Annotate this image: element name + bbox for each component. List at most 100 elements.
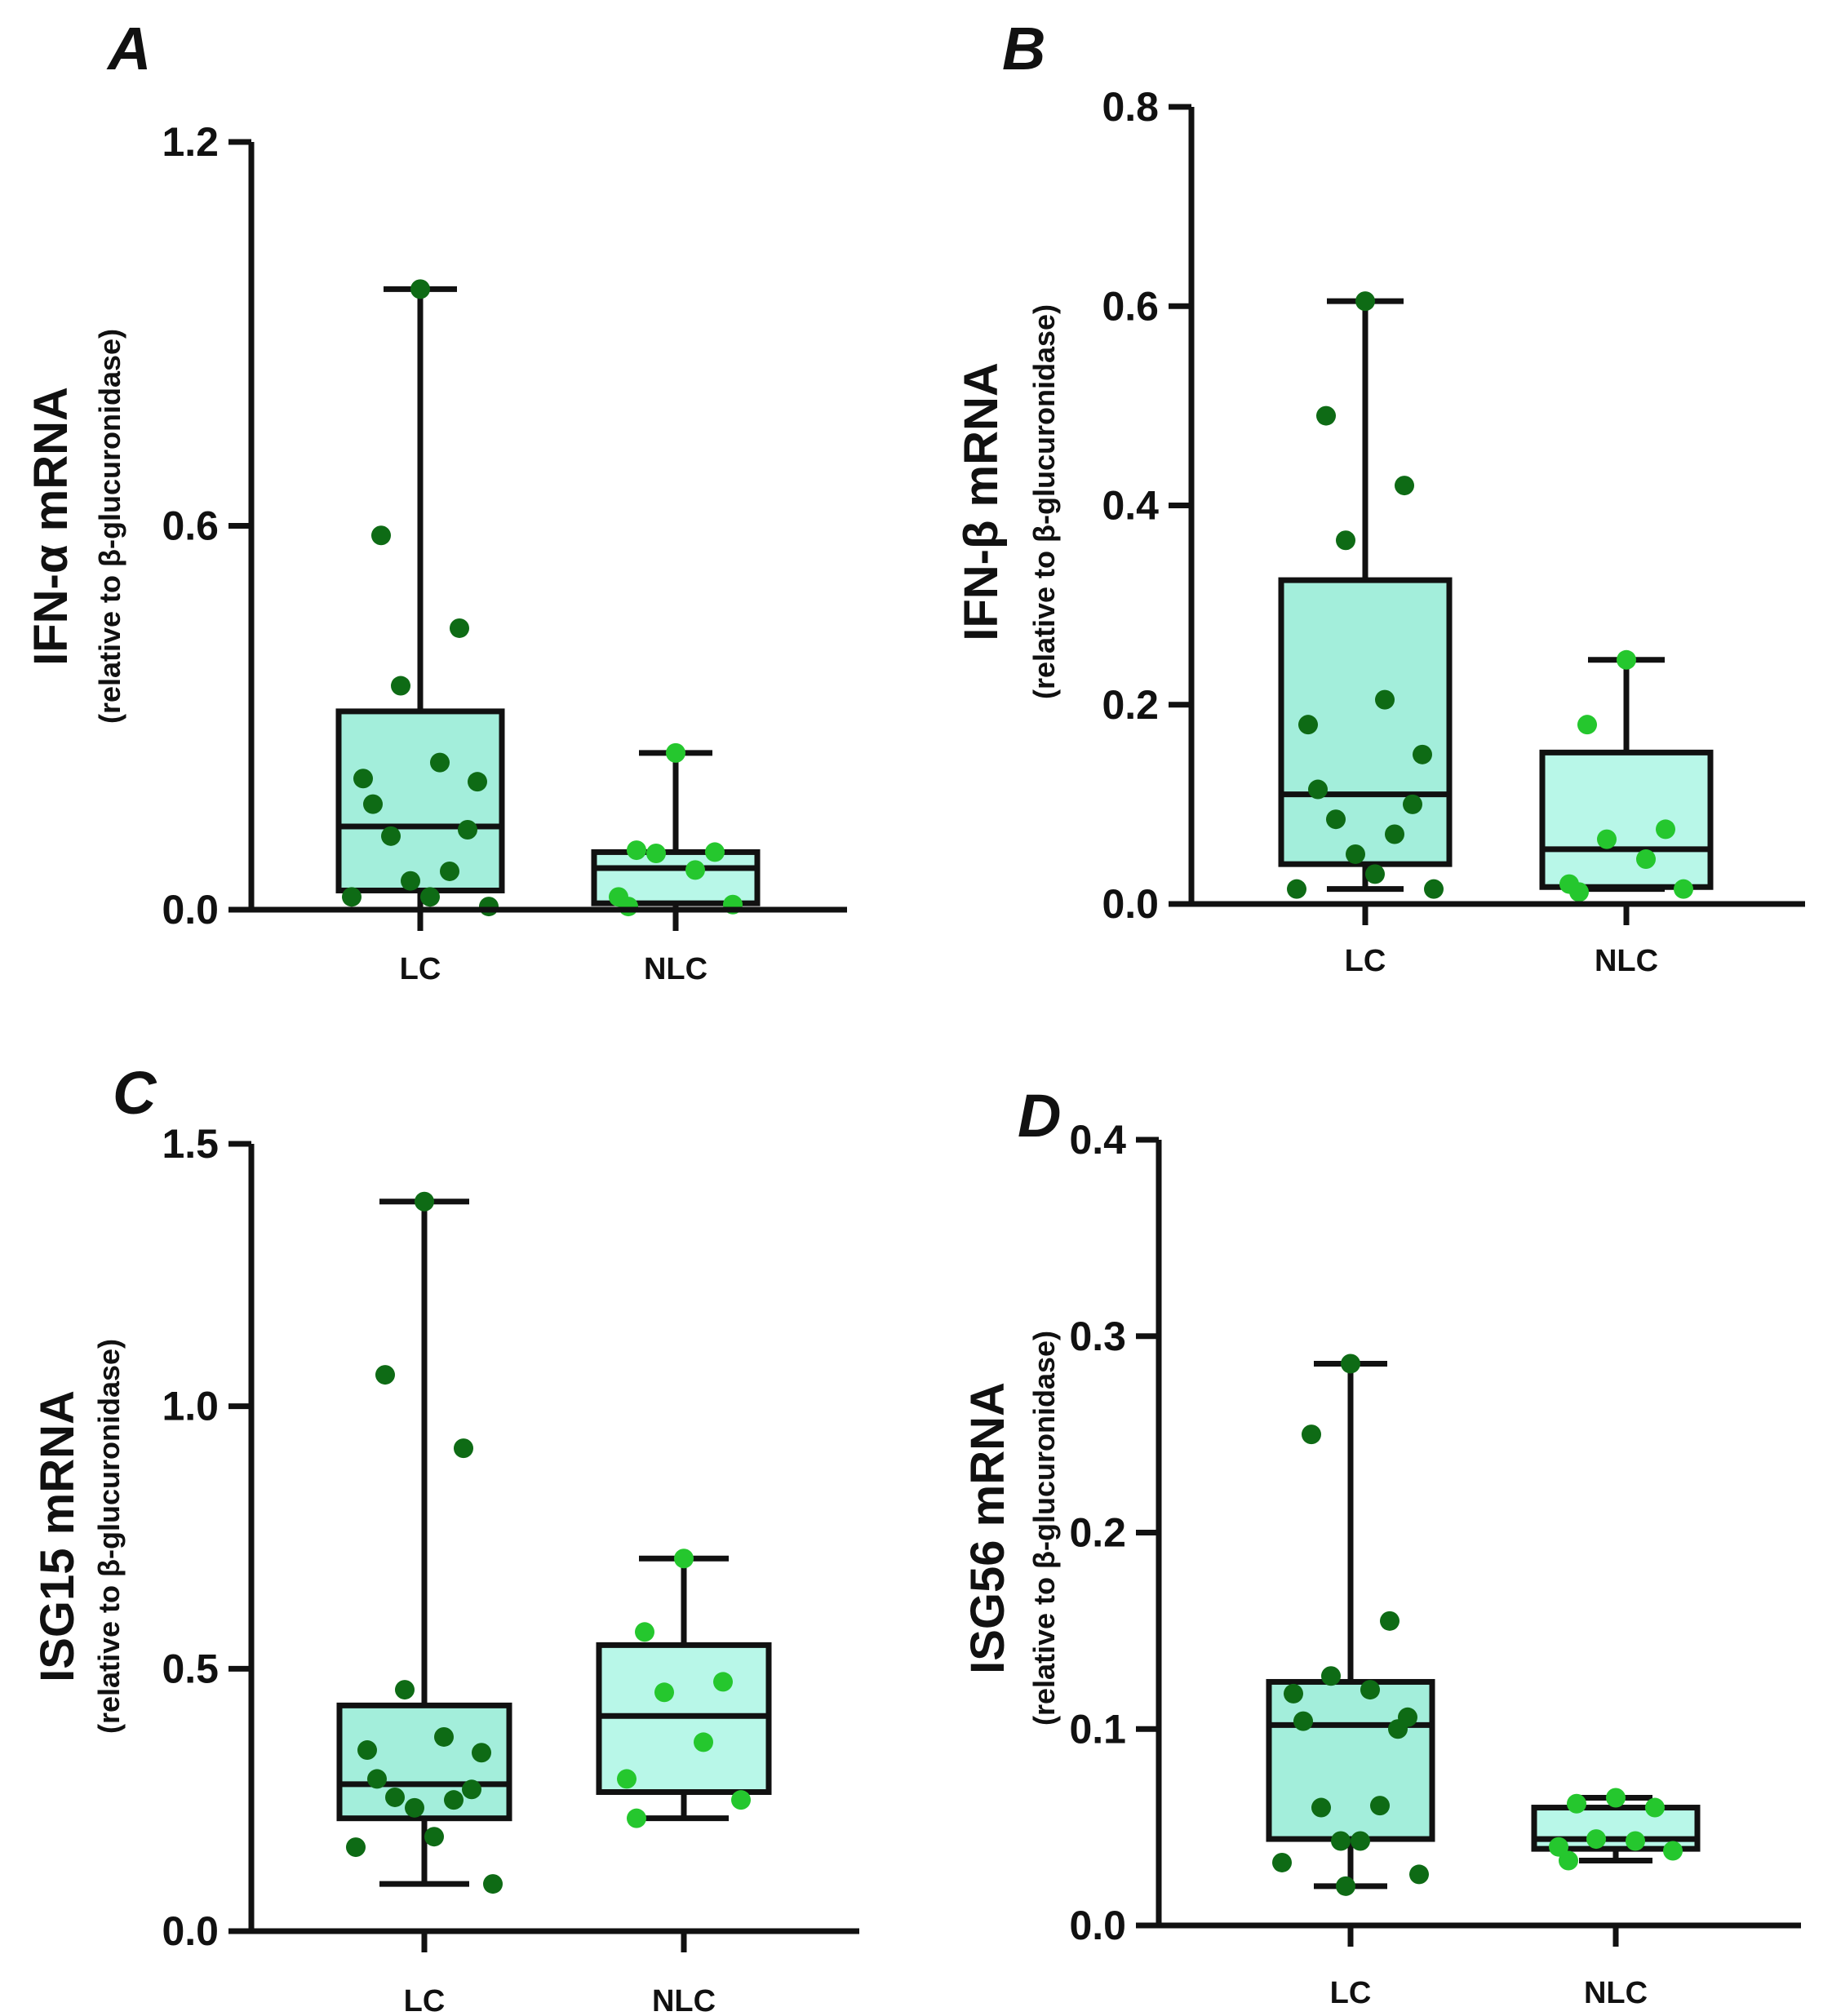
data-point — [627, 1808, 646, 1828]
data-point — [731, 1790, 751, 1810]
group-lc: LC — [1266, 1354, 1435, 2010]
data-point — [635, 1622, 654, 1642]
data-point — [1559, 1850, 1578, 1871]
data-point — [363, 794, 383, 814]
data-point — [353, 769, 373, 789]
data-point — [1395, 476, 1414, 496]
group-nlc: NLC — [591, 742, 761, 986]
y-tick-label: 0.3 — [1069, 1314, 1126, 1359]
data-point — [375, 1365, 395, 1385]
data-point — [674, 1549, 694, 1569]
data-point — [666, 742, 685, 763]
data-point — [1326, 809, 1346, 830]
box-iqr — [1539, 749, 1714, 890]
data-point — [458, 819, 477, 840]
data-point — [1370, 1796, 1390, 1816]
data-point — [415, 1191, 434, 1212]
box-iqr — [335, 708, 505, 893]
y-tick-label: 0.0 — [162, 887, 219, 933]
data-point — [1656, 819, 1675, 840]
y-tick-label: 0.0 — [162, 1908, 219, 1954]
data-point — [454, 1438, 473, 1459]
x-tick-label: NLC — [1595, 944, 1658, 978]
data-point — [705, 842, 725, 862]
x-tick-label: NLC — [644, 952, 708, 986]
data-point — [1287, 879, 1306, 899]
data-point — [450, 618, 469, 638]
data-point — [1674, 879, 1693, 899]
data-point — [1272, 1852, 1292, 1872]
data-point — [1549, 1837, 1568, 1857]
data-point — [1298, 715, 1318, 735]
data-point — [1341, 1354, 1360, 1374]
data-point — [424, 1827, 444, 1847]
group-nlc: NLC — [1539, 649, 1714, 978]
data-point — [1311, 1797, 1331, 1818]
y-axis-label: ISG15 mRNA — [31, 1390, 84, 1682]
data-point — [1380, 1611, 1400, 1631]
panel-c: C ISG15 mRNA (relative to β-glucuronidase)… — [31, 1059, 859, 2016]
data-point — [1424, 879, 1444, 899]
x-tick-label: LC — [1345, 944, 1386, 978]
data-point — [434, 1726, 454, 1747]
x-tick-label: LC — [1330, 1976, 1372, 2010]
data-point — [1293, 1711, 1313, 1731]
data-point — [1321, 1666, 1341, 1686]
group-nlc: NLC — [596, 1549, 772, 2016]
y-axis-label: ISG56 mRNA — [961, 1382, 1014, 1674]
data-point — [1617, 649, 1636, 670]
data-point — [1346, 844, 1365, 864]
data-point — [1409, 1864, 1429, 1885]
data-point — [1360, 1680, 1380, 1700]
data-point — [395, 1680, 415, 1700]
data-point — [468, 772, 487, 792]
data-point — [617, 1769, 637, 1789]
data-point — [357, 1740, 377, 1761]
y-axis-sublabel: (relative to β-glucuronidase) — [1027, 1331, 1061, 1726]
data-point — [1375, 689, 1395, 710]
y-axis-sublabel: (relative to β-glucuronidase) — [92, 1339, 126, 1734]
y-tick-label: 0.4 — [1069, 1117, 1126, 1163]
y-tick-label: 0.0 — [1069, 1903, 1126, 1948]
y-tick-label: 0.2 — [1102, 682, 1159, 728]
data-point — [1355, 291, 1375, 312]
data-point — [1336, 1876, 1355, 1896]
box-iqr — [591, 848, 761, 906]
panel-b: B IFN-β mRNA (relative to β-glucuronidase)… — [955, 15, 1805, 978]
data-point — [619, 897, 638, 917]
data-point — [1284, 1683, 1303, 1704]
data-point — [1597, 829, 1617, 849]
y-tick-label: 1.2 — [162, 119, 219, 165]
data-point — [371, 525, 391, 546]
data-point — [1336, 530, 1355, 551]
data-point — [479, 897, 499, 917]
data-point — [1308, 779, 1328, 800]
data-point — [1365, 864, 1385, 884]
y-tick-label: 1.0 — [162, 1384, 219, 1429]
data-point — [1636, 849, 1656, 870]
data-point — [444, 1790, 464, 1810]
panel-letter: D — [1018, 1082, 1061, 1150]
y-axis-label: IFN-α mRNA — [24, 387, 78, 666]
y-tick-label: 0.0 — [1102, 881, 1159, 927]
group-nlc: NLC — [1531, 1788, 1701, 2010]
data-point — [405, 1797, 424, 1818]
data-point — [646, 843, 666, 863]
data-point — [1388, 1719, 1408, 1739]
y-tick-label: 0.6 — [162, 503, 219, 549]
data-point — [1645, 1797, 1665, 1818]
data-point — [385, 1787, 405, 1807]
y-tick-label: 0.6 — [1102, 283, 1159, 329]
data-point — [627, 840, 646, 861]
data-point — [1302, 1424, 1321, 1445]
data-point — [1606, 1788, 1626, 1808]
data-point — [1577, 715, 1597, 735]
data-point — [367, 1769, 387, 1789]
panel-d: D ISG56 mRNA (relative to β-glucuronidase)… — [961, 1082, 1801, 2010]
y-axis-sublabel: (relative to β-glucuronidase) — [1027, 304, 1061, 699]
data-point — [694, 1732, 713, 1752]
data-point — [1351, 1831, 1370, 1851]
group-lc: LC — [1278, 291, 1453, 978]
y-tick-label: 1.5 — [162, 1121, 219, 1167]
